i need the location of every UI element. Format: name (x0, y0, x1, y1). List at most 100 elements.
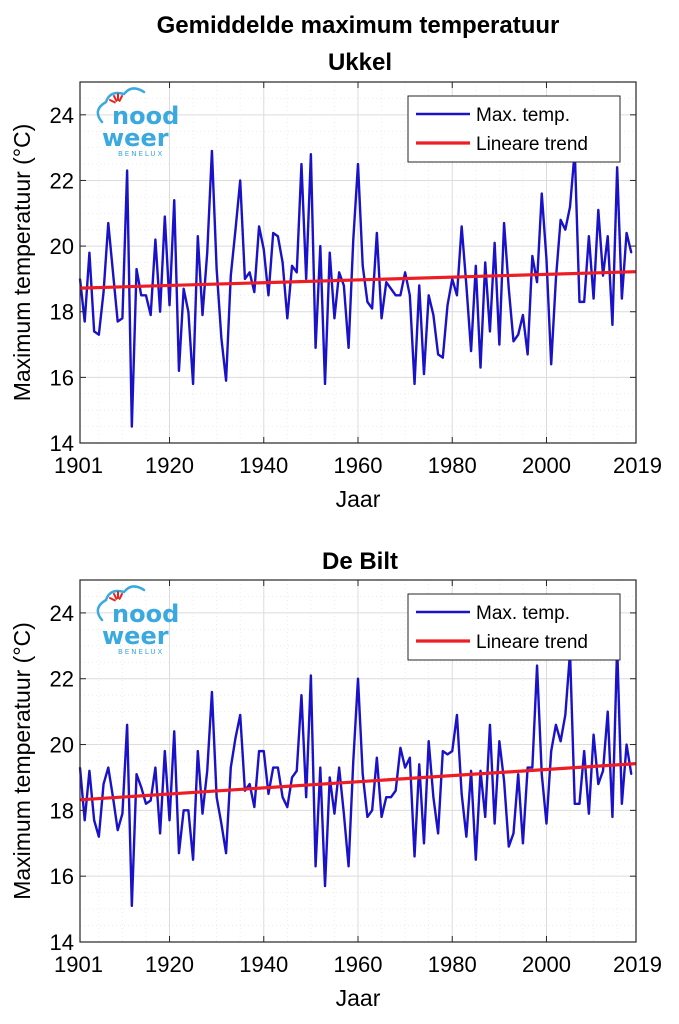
data-point (234, 737, 237, 739)
logo-word-weer: weer (102, 124, 169, 152)
data-point (606, 710, 609, 713)
data-point (569, 205, 571, 208)
data-point (437, 832, 440, 835)
data-point (423, 842, 425, 845)
data-point (135, 773, 138, 776)
y-tick-label: 24 (50, 601, 74, 626)
data-point (418, 284, 421, 287)
data-point (620, 802, 623, 805)
data-point (498, 740, 501, 743)
data-point (182, 809, 185, 812)
x-tick-label: 1960 (334, 453, 383, 478)
logo-word-nood: nood (112, 102, 179, 130)
data-point (404, 766, 407, 769)
legend-label-max-temp: Max. temp. (476, 105, 570, 126)
data-point (489, 723, 491, 726)
data-point (291, 776, 293, 779)
data-point (347, 865, 350, 868)
data-point (248, 271, 251, 274)
data-point (272, 232, 275, 234)
data-point (281, 796, 284, 799)
data-point (545, 822, 548, 825)
data-point (83, 819, 86, 822)
data-point (338, 271, 341, 274)
x-tick-label: 1980 (428, 952, 477, 977)
data-point (262, 248, 265, 251)
data-point (375, 756, 378, 759)
data-point (182, 287, 185, 290)
data-point (201, 812, 204, 815)
chart-title: Ukkel (328, 49, 392, 76)
data-point (93, 819, 96, 822)
y-tick-label: 20 (50, 234, 74, 259)
data-point (300, 694, 303, 697)
data-point (130, 425, 133, 428)
data-point (267, 793, 270, 795)
data-point (470, 769, 472, 772)
sun-ray-icon (113, 593, 118, 600)
data-point (173, 199, 176, 202)
data-point (357, 677, 359, 680)
data-point (328, 776, 331, 779)
data-point (206, 769, 209, 772)
data-point (625, 232, 628, 234)
data-point (507, 287, 510, 290)
series-line-max-temp (78, 644, 633, 907)
y-tick-label: 22 (50, 667, 74, 692)
y-tick-label: 14 (50, 431, 74, 456)
data-point (319, 245, 322, 247)
data-point (314, 346, 317, 349)
data-point (295, 271, 298, 274)
data-point (154, 238, 157, 241)
data-point (88, 251, 91, 254)
data-point (540, 773, 543, 776)
data-point (333, 317, 336, 320)
data-point (479, 769, 482, 772)
figure-title: Gemiddelde maximum temperatuur (157, 12, 560, 39)
data-point (361, 264, 364, 267)
data-point (630, 773, 633, 776)
data-point (394, 789, 397, 792)
data-point (309, 153, 312, 156)
data-point (300, 163, 303, 165)
data-point (107, 766, 110, 769)
data-point (324, 383, 326, 385)
data-point (578, 802, 581, 805)
data-point (196, 235, 199, 238)
data-point (597, 209, 600, 211)
legend-box (407, 95, 621, 163)
data-point (493, 822, 496, 825)
data-point (484, 261, 487, 264)
data-point (159, 832, 162, 835)
data-point (163, 750, 166, 753)
data-point (531, 255, 534, 257)
data-point (262, 750, 265, 753)
data-point (554, 278, 557, 280)
data-point (178, 852, 180, 855)
logo-word-benelux: BENELUX (118, 648, 164, 656)
trend-line (79, 762, 637, 802)
data-point (460, 793, 463, 795)
data-point (366, 300, 369, 303)
data-point (206, 251, 209, 254)
data-point (173, 730, 176, 733)
data-point (366, 816, 369, 818)
data-point (145, 802, 147, 805)
data-point (276, 235, 279, 238)
legend-label-trend: Lineare trend (476, 134, 588, 155)
data-points (79, 644, 633, 907)
data-point (196, 750, 199, 753)
data-point (437, 353, 440, 356)
data-point (324, 885, 326, 887)
data-point (427, 740, 430, 743)
chart-panel-1: Ukkel 14 16 18 20 22 24 1901 1920 1940 1960 1980 200… (9, 49, 662, 512)
data-point (225, 379, 227, 382)
logo-word-nood: nood (112, 600, 179, 628)
data-point (295, 769, 298, 772)
data-point (319, 766, 322, 769)
data-point (559, 218, 562, 221)
data-point (272, 766, 275, 769)
data-point (97, 333, 100, 336)
data-point (441, 750, 444, 753)
